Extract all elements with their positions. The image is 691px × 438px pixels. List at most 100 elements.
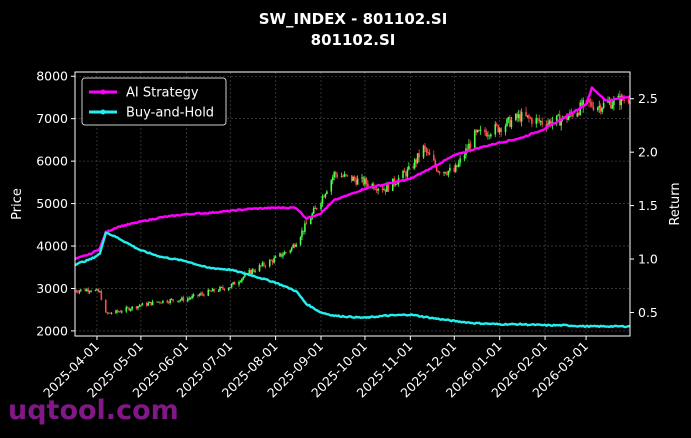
- candle-body: [268, 260, 271, 267]
- candle-body: [422, 145, 425, 158]
- y-axis-left-label: Price: [10, 188, 25, 220]
- candle-body: [191, 295, 193, 299]
- candle-body: [617, 95, 620, 99]
- candle-body: [350, 175, 353, 181]
- candle-body: [602, 102, 605, 109]
- candle-body: [538, 118, 541, 122]
- candle-body: [428, 152, 431, 155]
- candle-body: [572, 113, 574, 117]
- candle-body: [555, 115, 558, 122]
- candle-body: [261, 262, 264, 266]
- candle-body: [106, 312, 109, 314]
- candle-body: [241, 278, 243, 282]
- candle-body: [413, 159, 416, 169]
- candle-body: [437, 170, 439, 173]
- candle-body: [517, 114, 520, 118]
- candle-body: [405, 172, 407, 177]
- candle-body: [110, 313, 113, 315]
- candle-body: [129, 309, 132, 311]
- candle-body: [138, 305, 141, 307]
- candle-body: [361, 177, 363, 179]
- candle-body: [289, 250, 292, 253]
- candle-body: [446, 173, 448, 175]
- candle-body: [331, 177, 334, 181]
- candle-body: [273, 257, 275, 263]
- candle-body: [213, 288, 215, 292]
- candle-body: [435, 165, 438, 171]
- y-axis-right-label: Return: [668, 182, 683, 225]
- candle-body: [211, 288, 214, 292]
- candle-body: [577, 113, 580, 115]
- candle-body: [459, 158, 461, 163]
- candle-body: [258, 265, 261, 272]
- candle-body: [179, 299, 182, 301]
- candle-body: [274, 256, 277, 258]
- candle-body: [77, 291, 79, 293]
- candle-body: [504, 125, 507, 133]
- price-candles: [74, 90, 631, 315]
- candle-body: [141, 303, 144, 306]
- candle-body: [490, 134, 492, 137]
- candle-body: [248, 270, 251, 274]
- series-line-ai-strategy: [74, 86, 631, 261]
- candle-body: [560, 119, 562, 126]
- candle-body: [242, 276, 245, 279]
- candle-body: [365, 178, 368, 184]
- candle-body: [323, 196, 325, 198]
- candle-body: [596, 107, 599, 110]
- y-right-tick-label: 2.0: [638, 145, 658, 160]
- candle-body: [469, 143, 472, 148]
- candle-body: [156, 301, 158, 303]
- candle-body: [588, 98, 590, 103]
- return-lines: [74, 86, 631, 329]
- candle-body: [167, 302, 170, 304]
- candle-body: [500, 128, 502, 133]
- candle-body: [519, 114, 521, 122]
- candle-body: [529, 117, 532, 119]
- candle-body: [336, 174, 338, 178]
- candle-body: [333, 172, 335, 178]
- candle-body: [520, 111, 523, 122]
- candle-body: [330, 180, 333, 192]
- candle-body: [345, 174, 347, 176]
- candle-body: [271, 260, 274, 263]
- candle-body: [528, 115, 530, 118]
- candle-body: [453, 167, 456, 172]
- candle-body: [415, 159, 418, 163]
- candle-body: [189, 298, 192, 299]
- candle-body: [497, 125, 500, 132]
- candle-body: [312, 208, 315, 214]
- candle-body: [463, 155, 466, 159]
- candle-body: [531, 118, 533, 124]
- legend-box: [81, 77, 227, 126]
- candle-body: [238, 281, 240, 285]
- candle-body: [230, 284, 233, 288]
- candle-body: [324, 194, 327, 198]
- candle-body: [239, 281, 242, 283]
- candle-body: [402, 170, 404, 179]
- candle-body: [301, 230, 303, 238]
- candle-body: [456, 165, 459, 167]
- candle-body: [166, 300, 169, 303]
- candle-body: [148, 301, 151, 304]
- candle-body: [292, 244, 294, 248]
- candle-body: [599, 105, 602, 112]
- candle-body: [207, 289, 210, 296]
- candle-body: [506, 119, 508, 126]
- legend-buyhold-marker: [100, 109, 106, 115]
- candle-body: [251, 269, 253, 274]
- legend: AI Strategy Buy-and-Hold: [81, 77, 227, 126]
- candle-body: [197, 294, 199, 296]
- candle-body: [172, 299, 174, 301]
- candle-body: [280, 253, 283, 257]
- candle-body: [162, 300, 164, 303]
- candle-body: [443, 171, 445, 174]
- candle-body: [434, 160, 437, 166]
- candle-body: [87, 289, 89, 292]
- candle-body: [607, 101, 609, 103]
- candle-body: [548, 120, 551, 124]
- candle-body: [346, 175, 349, 176]
- candle-body: [476, 130, 479, 132]
- legend-strategy-label: AI Strategy: [126, 86, 199, 101]
